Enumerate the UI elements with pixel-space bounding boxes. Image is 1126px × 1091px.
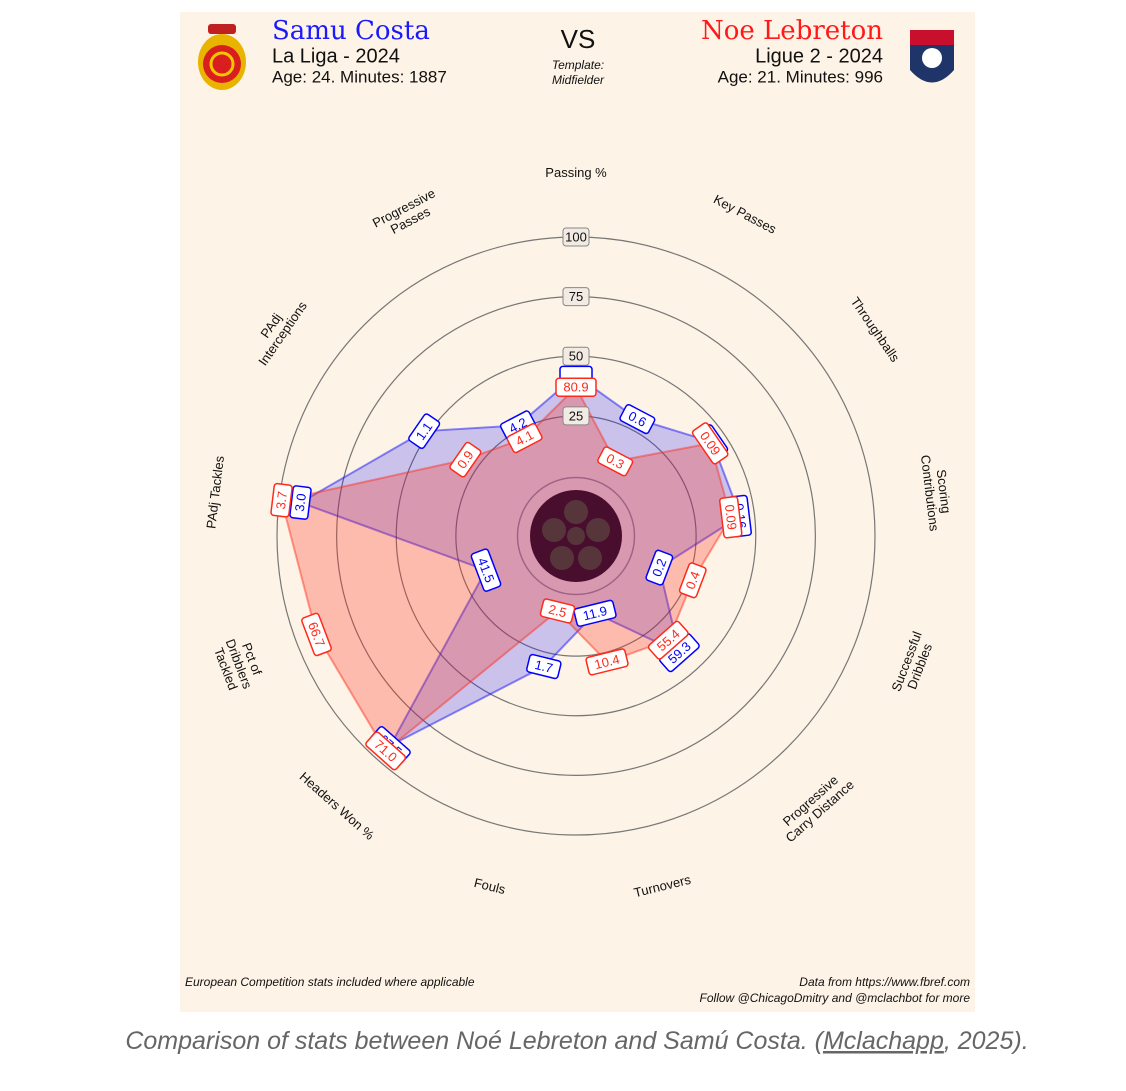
value-label: 0.2 xyxy=(645,549,674,586)
value-box xyxy=(526,653,562,680)
value-text: 3.7 xyxy=(273,490,290,510)
caption-text: Comparison of stats between Noé Lebreton… xyxy=(125,1027,825,1055)
value-box xyxy=(645,549,674,586)
value-box xyxy=(555,377,597,398)
value-box xyxy=(691,422,729,465)
value-box xyxy=(470,548,502,592)
value-box xyxy=(506,422,543,454)
team-badge xyxy=(198,24,246,90)
tick-box xyxy=(562,346,590,366)
ball-patch xyxy=(586,518,610,542)
value-box xyxy=(301,612,332,657)
r-tick-label: 100 xyxy=(565,229,587,244)
r-tick-label: 25 xyxy=(569,408,583,423)
value-label: 66.7 xyxy=(301,612,332,657)
value-box xyxy=(585,648,629,676)
value-label: 10.4 xyxy=(585,648,629,676)
value-label: 3.0 xyxy=(289,485,312,520)
value-box xyxy=(619,403,656,435)
value-label: 2.5 xyxy=(539,598,576,624)
footnote: European Competition stats included wher… xyxy=(185,975,475,989)
ball-patch xyxy=(550,546,574,570)
ball-patch xyxy=(567,527,585,545)
axis-label: Passing % xyxy=(545,165,607,180)
value-label: 1.7 xyxy=(526,653,562,680)
value-box xyxy=(365,731,407,771)
player-info: Age: 24. Minutes: 1887 xyxy=(272,67,447,86)
value-text: 1.7 xyxy=(533,657,554,676)
value-text: 4.1 xyxy=(513,427,536,449)
player-league: Ligue 2 - 2024 xyxy=(755,45,883,67)
value-label: 11.9 xyxy=(573,599,617,627)
player-name: Samu Costa xyxy=(272,16,430,46)
value-text: 3.0 xyxy=(292,493,309,513)
value-box xyxy=(719,495,743,539)
value-label: 0.3 xyxy=(597,446,634,477)
player-name: Noe Lebreton xyxy=(701,16,883,46)
footnote: Follow @ChicagoDmitry and @mclachbot for… xyxy=(700,991,971,1005)
value-label: 3.7 xyxy=(270,482,293,518)
value-text: 0.09 xyxy=(722,504,740,531)
value-label: 0.4 xyxy=(678,562,707,599)
value-label: 1.1 xyxy=(408,413,441,450)
value-box xyxy=(678,562,707,599)
player-league: La Liga - 2024 xyxy=(272,45,400,67)
value-label: 0.6 xyxy=(619,403,656,435)
value-text: 0.2 xyxy=(649,556,669,578)
value-text: 11.9 xyxy=(581,603,608,623)
value-label: 0.09 xyxy=(719,495,743,539)
value-text: 10.4 xyxy=(593,652,621,673)
footnote: Data from https://www.fbref.com xyxy=(799,975,970,989)
value-text: 0.3 xyxy=(604,450,627,472)
tick-box xyxy=(562,406,590,426)
caption-text: , 2025). xyxy=(944,1027,1029,1055)
caption-source[interactable]: Mclachapp xyxy=(823,1027,944,1055)
ball-patch xyxy=(542,518,566,542)
value-label: 41.5 xyxy=(470,548,502,592)
team-badge xyxy=(910,30,954,83)
value-label: 80.9 xyxy=(555,377,597,398)
caption: Comparison of stats between Noé Lebreton… xyxy=(125,1027,1028,1055)
value-label: 0.9 xyxy=(449,441,482,478)
value-box xyxy=(289,485,312,520)
value-box xyxy=(597,446,634,477)
value-text: 0.6 xyxy=(626,408,649,430)
ball-patch xyxy=(564,500,588,524)
value-box xyxy=(647,620,689,660)
value-text: 2.5 xyxy=(547,601,568,620)
tick-box xyxy=(562,287,590,307)
r-tick-label: 50 xyxy=(569,349,583,364)
template-name: Midfielder xyxy=(552,73,605,87)
value-text: 80.9 xyxy=(563,380,588,395)
value-box xyxy=(408,413,441,450)
ball-patch xyxy=(578,546,602,570)
value-box xyxy=(573,599,617,627)
r-tick-label: 75 xyxy=(569,289,583,304)
vs-label: VS xyxy=(561,24,596,54)
value-box xyxy=(270,482,293,518)
template-label: Template: xyxy=(552,58,604,72)
value-text: 0.4 xyxy=(683,569,703,591)
tick-box xyxy=(562,227,590,247)
value-box xyxy=(539,598,576,624)
value-box xyxy=(449,441,482,478)
player-info: Age: 21. Minutes: 996 xyxy=(718,67,883,86)
value-label: 4.1 xyxy=(506,422,543,454)
